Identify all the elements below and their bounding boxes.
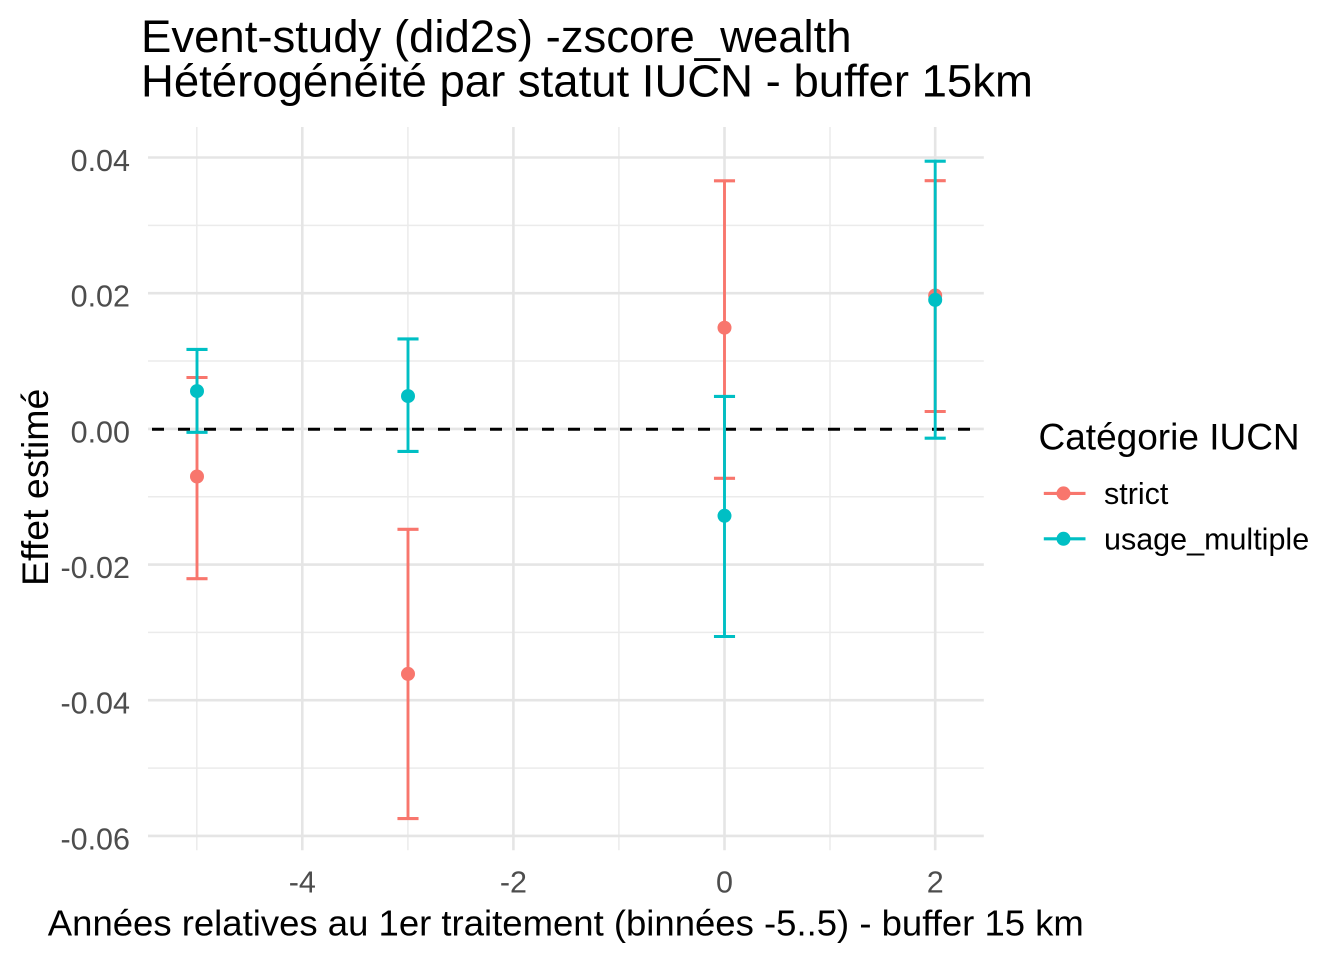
svg-text:-0.02: -0.02 bbox=[60, 551, 130, 585]
svg-text:Effet estimé: Effet estimé bbox=[14, 389, 56, 586]
svg-text:2: 2 bbox=[927, 865, 944, 899]
svg-text:strict: strict bbox=[1104, 477, 1169, 511]
svg-text:-2: -2 bbox=[500, 865, 527, 899]
svg-text:Catégorie IUCN: Catégorie IUCN bbox=[1039, 417, 1300, 458]
svg-text:0.02: 0.02 bbox=[71, 280, 130, 314]
svg-text:0.00: 0.00 bbox=[71, 415, 130, 449]
svg-text:usage_multiple: usage_multiple bbox=[1104, 522, 1309, 556]
svg-text:-0.06: -0.06 bbox=[60, 822, 130, 856]
svg-text:Années relatives au 1er traite: Années relatives au 1er traitement (binn… bbox=[48, 903, 1084, 944]
svg-text:-4: -4 bbox=[289, 865, 316, 899]
svg-text:-0.04: -0.04 bbox=[60, 687, 130, 721]
svg-text:Hétérogénéité par statut IUCN: Hétérogénéité par statut IUCN - buffer 1… bbox=[141, 55, 1033, 106]
svg-text:0.04: 0.04 bbox=[71, 144, 130, 178]
svg-text:Event-study (did2s) -zscore_we: Event-study (did2s) -zscore_wealth bbox=[141, 11, 852, 62]
svg-text:0: 0 bbox=[716, 865, 733, 899]
